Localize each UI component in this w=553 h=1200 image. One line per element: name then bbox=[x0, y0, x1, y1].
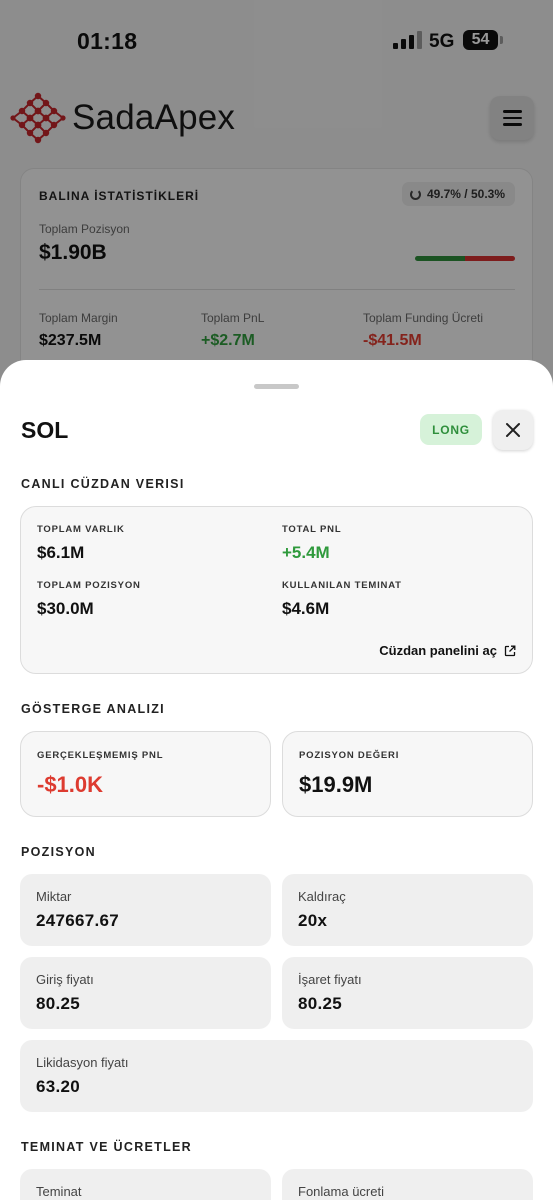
menu-button[interactable] bbox=[490, 96, 534, 140]
total-margin-label: Toplam Margin bbox=[39, 311, 118, 325]
funding-fee-label: Fonlama ücreti bbox=[298, 1184, 384, 1199]
close-button[interactable] bbox=[493, 410, 533, 450]
status-bar: 01:18 5G 54 bbox=[0, 0, 553, 80]
open-wallet-panel-link[interactable]: Cüzdan panelini aç bbox=[379, 643, 516, 658]
total-funding-value: -$41.5M bbox=[363, 332, 422, 349]
leverage-label: Kaldıraç bbox=[298, 889, 346, 904]
short-portion bbox=[464, 256, 515, 261]
wallet-section-title: CANLI CÜZDAN VERISI bbox=[21, 477, 185, 491]
amount-value: 247667.67 bbox=[36, 911, 120, 930]
ratio-badge: 49.7% / 50.3% bbox=[401, 182, 515, 206]
unrealized-pnl-label: GERÇEKLEŞMEMIŞ PNL bbox=[37, 750, 164, 761]
wallet-total-pnl: TOTAL PNL +5.4M bbox=[282, 524, 341, 563]
long-portion bbox=[415, 256, 465, 261]
open-wallet-panel-label: Cüzdan panelini aç bbox=[379, 643, 497, 658]
total-assets-label: TOPLAM VARLIK bbox=[37, 524, 125, 535]
wallet-card: TOPLAM VARLIK $6.1M TOTAL PNL +5.4M TOPL… bbox=[20, 506, 533, 674]
total-position-label: Toplam Pozisyon bbox=[39, 222, 130, 236]
wallet-total-position-value: $30.0M bbox=[37, 599, 94, 618]
entry-price-value: 80.25 bbox=[36, 994, 81, 1013]
total-pnl: Toplam PnL +$2.7M bbox=[201, 311, 264, 350]
total-assets: TOPLAM VARLIK $6.1M bbox=[37, 524, 125, 563]
funding-fee-card: Fonlama ücreti bbox=[282, 1169, 533, 1200]
entry-price-card: Giriş fiyatı 80.25 bbox=[20, 957, 271, 1029]
liquidation-price-card: Likidasyon fiyatı 63.20 bbox=[20, 1040, 533, 1112]
total-pnl-label: Toplam PnL bbox=[201, 311, 265, 325]
battery-icon: 54 bbox=[463, 30, 503, 50]
side-badge: LONG bbox=[420, 414, 482, 445]
divider bbox=[39, 289, 515, 290]
mark-price-value: 80.25 bbox=[298, 994, 343, 1013]
used-collateral-label: KULLANILAN TEMINAT bbox=[282, 580, 402, 591]
total-assets-value: $6.1M bbox=[37, 543, 85, 562]
whale-stats-title: BALINA İSTATİSTİKLERİ bbox=[39, 189, 200, 203]
wallet-total-position: TOPLAM POZISYON $30.0M bbox=[37, 580, 141, 619]
total-margin-value: $237.5M bbox=[39, 332, 102, 349]
brand-logo[interactable]: SadaApex bbox=[10, 90, 235, 146]
position-value-label: POZISYON DEĞERI bbox=[299, 750, 400, 761]
battery-level: 54 bbox=[471, 31, 490, 48]
collateral-label: Teminat bbox=[36, 1184, 82, 1199]
external-link-icon bbox=[504, 645, 516, 656]
ratio-text: 49.7% / 50.3% bbox=[426, 187, 505, 201]
position-value-value: $19.9M bbox=[299, 772, 373, 797]
wallet-total-pnl-value: +5.4M bbox=[282, 543, 330, 562]
wallet-total-pnl-label: TOTAL PNL bbox=[282, 524, 342, 535]
position-detail-sheet: SOL LONG CANLI CÜZDAN VERISI TOPLAM VARL… bbox=[0, 360, 553, 1200]
total-pnl-value: +$2.7M bbox=[201, 332, 255, 349]
amount-card: Miktar 247667.67 bbox=[20, 874, 271, 946]
mark-price-card: İşaret fiyatı 80.25 bbox=[282, 957, 533, 1029]
position-value-card: POZISYON DEĞERI $19.9M bbox=[282, 731, 533, 817]
unrealized-pnl-value: -$1.0K bbox=[37, 772, 104, 797]
liquidation-price-value: 63.20 bbox=[36, 1077, 81, 1096]
amount-label: Miktar bbox=[36, 889, 72, 904]
collateral-card: Teminat bbox=[20, 1169, 271, 1200]
wallet-total-position-label: TOPLAM POZISYON bbox=[37, 580, 141, 591]
sheet-title: SOL bbox=[21, 417, 69, 443]
position-section-title: POZISYON bbox=[21, 845, 96, 859]
status-time: 01:18 bbox=[77, 28, 138, 54]
total-position-value: $1.90B bbox=[39, 241, 107, 264]
leverage-value: 20x bbox=[298, 911, 328, 930]
unrealized-pnl-card: GERÇEKLEŞMEMIŞ PNL -$1.0K bbox=[20, 731, 271, 817]
total-funding-label: Toplam Funding Ücreti bbox=[363, 311, 484, 325]
signal-icon bbox=[393, 31, 422, 49]
app-header: SadaApex bbox=[0, 88, 553, 148]
total-funding: Toplam Funding Ücreti -$41.5M bbox=[363, 311, 483, 350]
liquidation-price-label: Likidasyon fiyatı bbox=[36, 1055, 129, 1070]
network-label: 5G bbox=[429, 31, 455, 52]
refresh-icon bbox=[409, 188, 421, 200]
used-collateral: KULLANILAN TEMINAT $4.6M bbox=[282, 580, 402, 619]
close-icon bbox=[506, 423, 520, 437]
brand-name: SadaApex bbox=[72, 98, 236, 137]
fees-section-title: TEMINAT VE ÜCRETLER bbox=[21, 1140, 192, 1154]
sheet-grabber[interactable] bbox=[254, 384, 299, 389]
leverage-card: Kaldıraç 20x bbox=[282, 874, 533, 946]
used-collateral-value: $4.6M bbox=[282, 599, 330, 618]
indicator-section-title: GÖSTERGE ANALIZI bbox=[21, 702, 165, 716]
mark-price-label: İşaret fiyatı bbox=[298, 972, 362, 987]
total-margin: Toplam Margin $237.5M bbox=[39, 311, 118, 350]
entry-price-label: Giriş fiyatı bbox=[36, 972, 94, 987]
logo-mark-icon bbox=[10, 92, 66, 144]
long-short-ratio-bar bbox=[415, 256, 515, 261]
